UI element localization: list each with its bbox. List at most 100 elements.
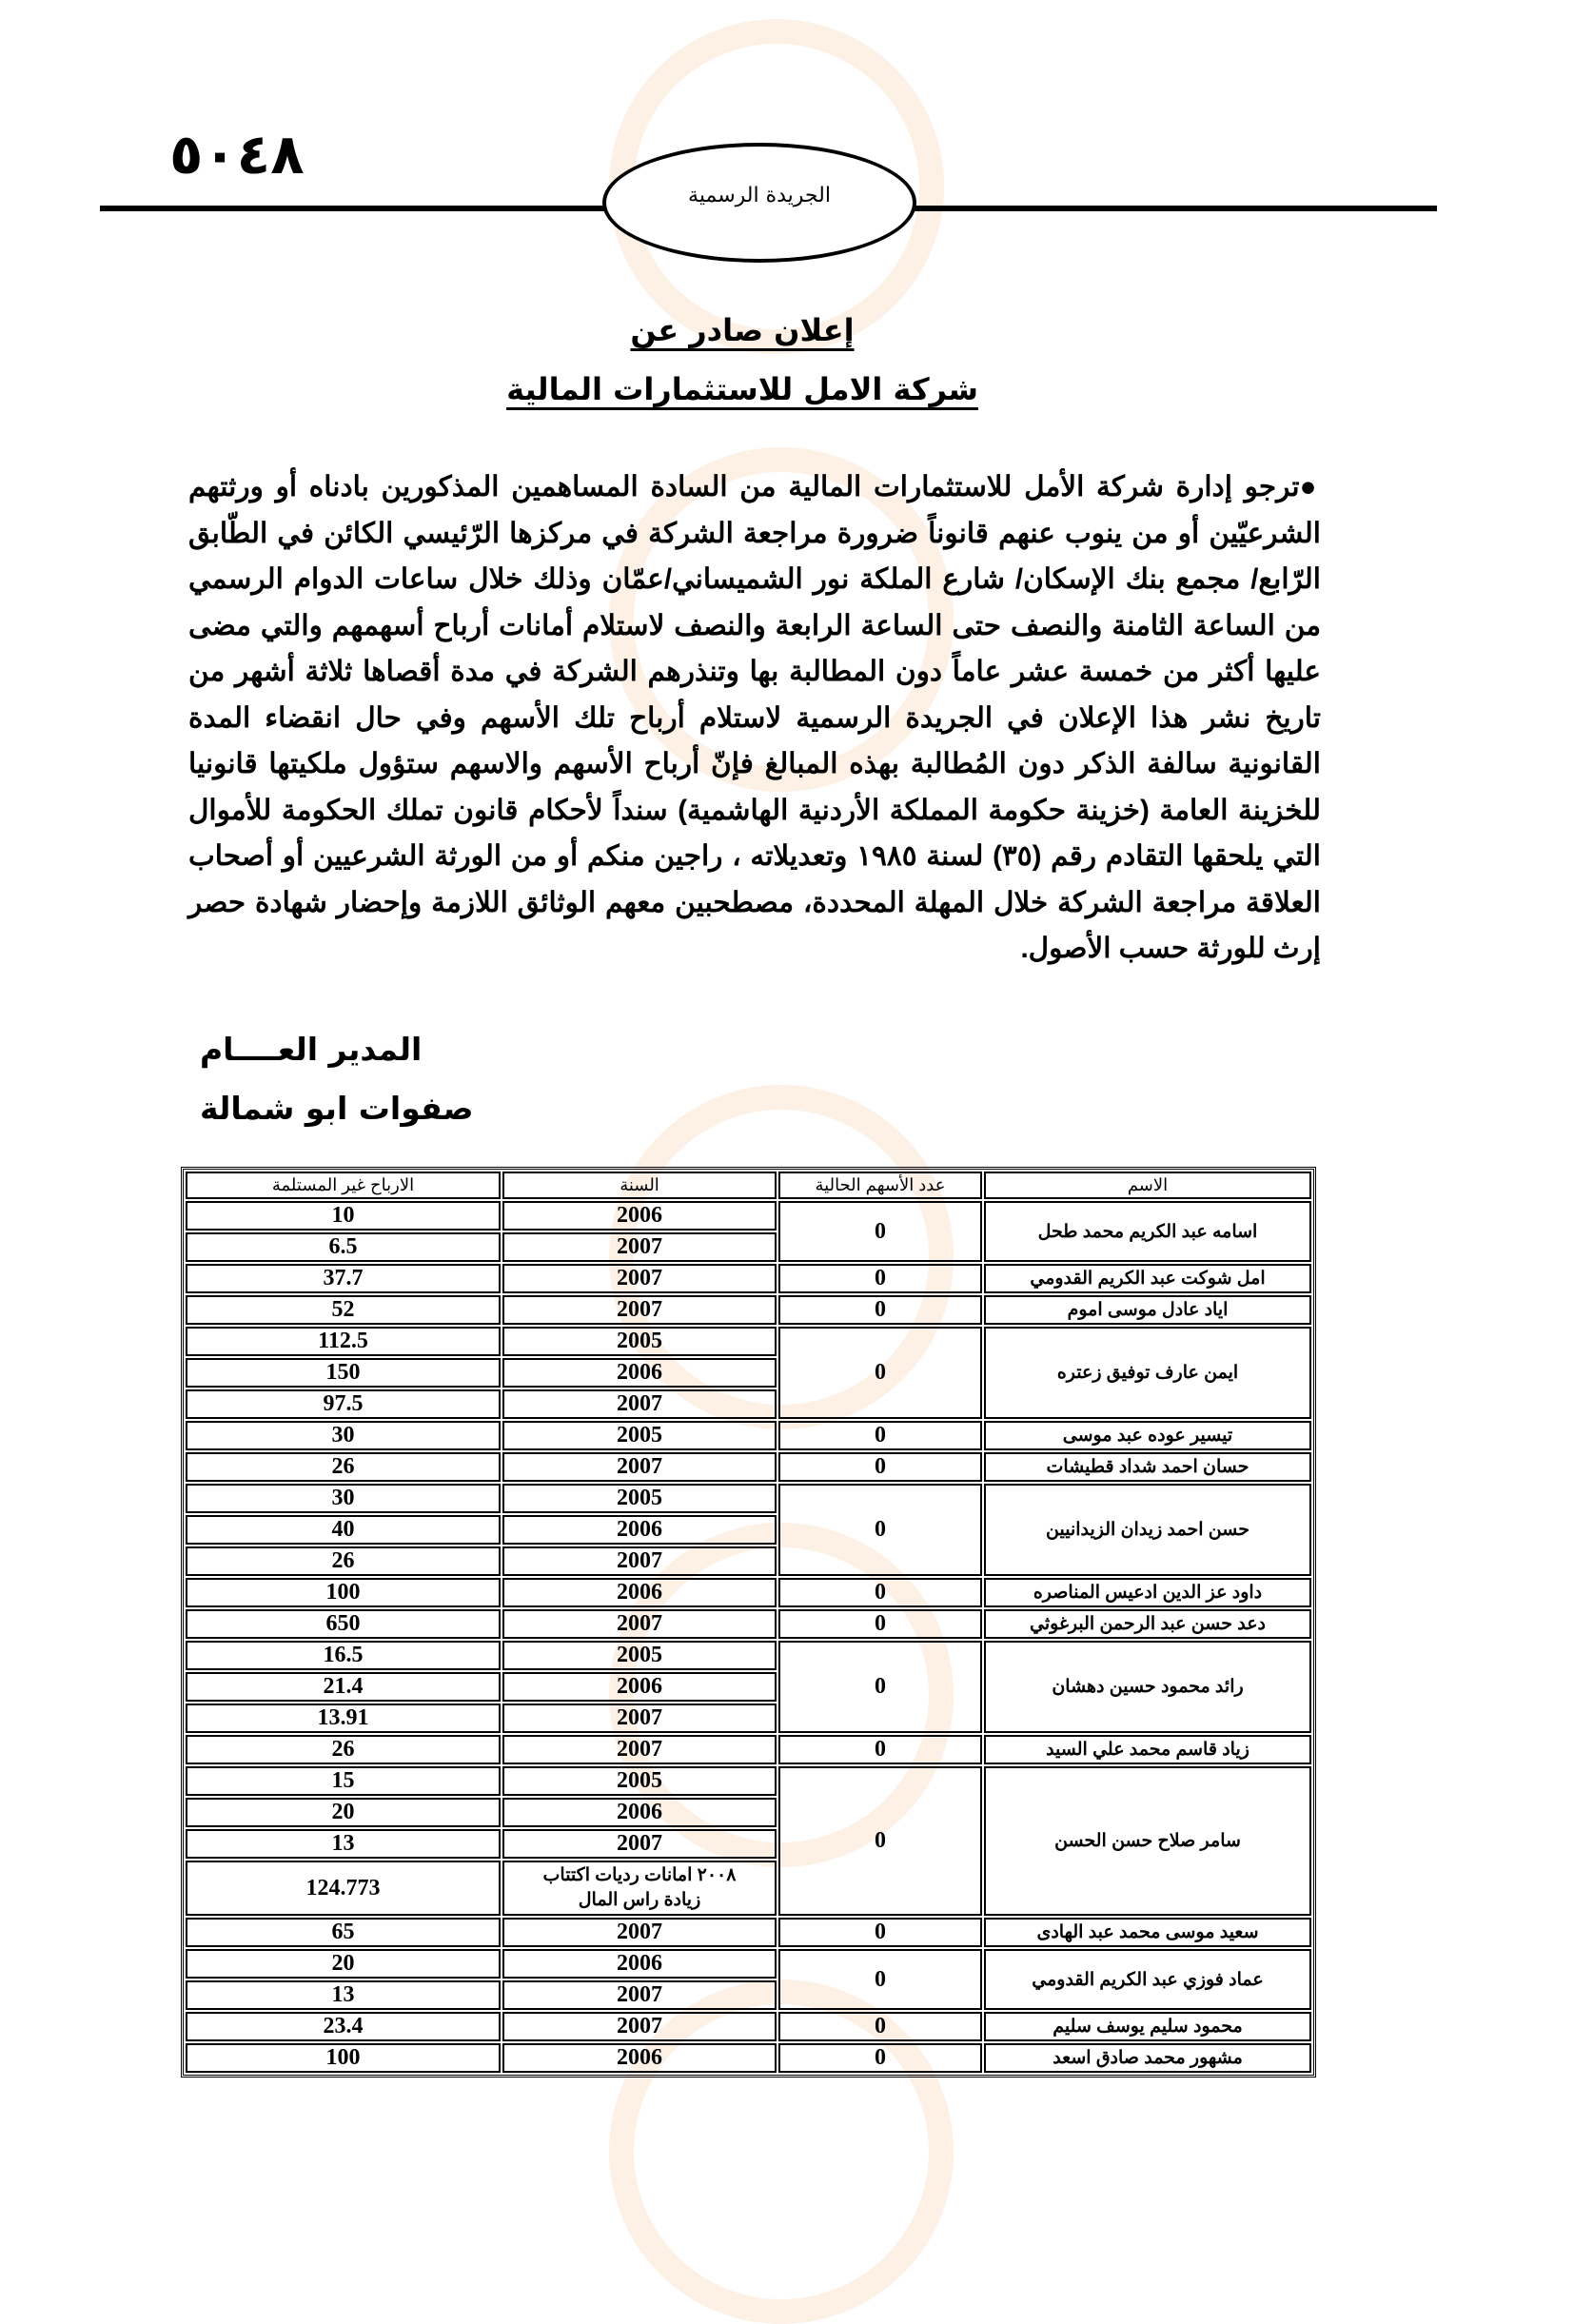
- unclaimed-dividends-cell: 26: [186, 1546, 501, 1576]
- gazette-oval: الجريدة الرسمية: [602, 143, 916, 263]
- unclaimed-dividends-cell: 124.773: [186, 1861, 501, 1916]
- unclaimed-dividends-cell: 20: [186, 1798, 501, 1827]
- shareholder-name: مشهور محمد صادق اسعد: [984, 2043, 1311, 2073]
- year-cell: 2007: [502, 1980, 777, 2010]
- table-row: زياد قاسم محمد علي السيد 0 2007 26: [186, 1735, 1311, 1764]
- year-cell: 2007: [502, 1829, 777, 1859]
- year-cell: 2006: [502, 1798, 777, 1827]
- title-line-2: شركة الامل للاستثمارات المالية: [506, 371, 978, 407]
- shareholder-name: حسان احمد شداد قطيشات: [984, 1452, 1311, 1482]
- unclaimed-dividends-cell: 26: [186, 1735, 501, 1764]
- unclaimed-dividends-cell: 6.5: [186, 1232, 501, 1262]
- table-row: ايمن عارف توفيق زعتره 0 2005 112.5: [186, 1327, 1311, 1419]
- table-row: 2007 13: [186, 1980, 1311, 2010]
- current-shares: 0: [778, 1918, 982, 1947]
- announcement-subtitle: شركة الامل للاستثمارات المالية: [0, 371, 1485, 407]
- year-cell: 2006: [502, 1578, 777, 1607]
- unclaimed-dividends-cell: 20: [186, 1949, 501, 1979]
- year-cell: 2007: [502, 1918, 777, 1947]
- table-row: حسان احمد شداد قطيشات 0 2007 26: [186, 1452, 1311, 1482]
- unclaimed-dividends-cell: 13.91: [186, 1704, 501, 1733]
- table-row: 2007 13.91: [186, 1704, 1311, 1733]
- unclaimed-dividends-cell: 650: [186, 1609, 501, 1639]
- year-cell: 2007: [502, 2012, 777, 2041]
- current-shares: 0: [778, 1327, 982, 1419]
- year-cell: 2005: [502, 1421, 777, 1450]
- shareholders-table: الاسم عدد الأسهم الحالية السنة الارباح غ…: [181, 1167, 1316, 2078]
- table-row: اسامه عبد الكريم محمد طحل 0 2006 10: [186, 1201, 1311, 1262]
- table-row: 2006 40: [186, 1515, 1311, 1545]
- unclaimed-dividends-cell: 30: [186, 1484, 501, 1513]
- table-row: مشهور محمد صادق اسعد 0 2006 100: [186, 2043, 1311, 2073]
- unclaimed-dividends-cell: 100: [186, 1578, 501, 1607]
- table-row: محمود سليم يوسف سليم 0 2007 23.4: [186, 2012, 1311, 2041]
- year-cell: 2007: [502, 1735, 777, 1764]
- body-text: ترجو إدارة شركة الأمل للاستثمارات المالي…: [188, 471, 1321, 964]
- year-cell: 2007: [502, 1389, 777, 1419]
- shareholder-name: عماد فوزي عبد الكريم القدومي: [984, 1949, 1311, 2010]
- shareholder-name: زياد قاسم محمد علي السيد: [984, 1735, 1311, 1764]
- signature-position: المدير العــــام: [200, 1031, 423, 1068]
- unclaimed-dividends-cell: 23.4: [186, 2012, 501, 2041]
- unclaimed-dividends-cell: 37.7: [186, 1264, 501, 1293]
- shareholder-name: رائد محمود حسين دهشان: [984, 1641, 1311, 1733]
- current-shares: 0: [778, 1484, 982, 1576]
- table-row: تيسير عوده عبد موسى 0 2005 30: [186, 1421, 1311, 1450]
- shareholder-name: اياد عادل موسى اموم: [984, 1295, 1311, 1325]
- current-shares: 0: [778, 1264, 982, 1293]
- col-name: الاسم: [984, 1172, 1311, 1199]
- page-number: ٥٠٤٨: [169, 122, 305, 187]
- unclaimed-dividends-cell: 10: [186, 1201, 501, 1231]
- current-shares: 0: [778, 1295, 982, 1325]
- year-cell: 2007: [502, 1295, 777, 1325]
- col-amount: الارباح غير المستلمة: [186, 1172, 501, 1199]
- current-shares: 0: [778, 1641, 982, 1733]
- table-row: 2007 6.5: [186, 1232, 1311, 1262]
- year-cell: 2006: [502, 1358, 777, 1388]
- unclaimed-dividends-cell: 13: [186, 1829, 501, 1859]
- year-cell: 2007: [502, 1452, 777, 1482]
- signature-name: صفوات ابو شمالة: [200, 1090, 474, 1127]
- unclaimed-dividends-cell: 26: [186, 1452, 501, 1482]
- year-cell: 2005: [502, 1484, 777, 1513]
- table-row: 2007 26: [186, 1546, 1311, 1576]
- table-row: عماد فوزي عبد الكريم القدومي 0 2006 20: [186, 1949, 1311, 2010]
- table-row: امل شوكت عبد الكريم القدومي 0 2007 37.7: [186, 1264, 1311, 1293]
- unclaimed-dividends-cell: 65: [186, 1918, 501, 1947]
- current-shares: 0: [778, 1201, 982, 1262]
- shareholder-name: تيسير عوده عبد موسى: [984, 1421, 1311, 1450]
- table-row: سامر صلاح حسن الحسن 0 2005 15: [186, 1766, 1311, 1916]
- title-line-1: إعلان صادر عن: [630, 312, 855, 348]
- year-cell: 2007: [502, 1704, 777, 1733]
- unclaimed-dividends-cell: 112.5: [186, 1327, 501, 1356]
- year-cell: 2005: [502, 1641, 777, 1670]
- year-cell: 2005: [502, 1766, 777, 1796]
- shareholder-name: سعيد موسى محمد عبد الهادى: [984, 1918, 1311, 1947]
- table-row: رائد محمود حسين دهشان 0 2005 16.5: [186, 1641, 1311, 1733]
- announcement-title: إعلان صادر عن: [0, 312, 1485, 348]
- year-cell: 2006: [502, 1949, 777, 1979]
- table-row: 2007 97.5: [186, 1389, 1311, 1419]
- table-header-row: الاسم عدد الأسهم الحالية السنة الارباح غ…: [186, 1172, 1311, 1199]
- unclaimed-dividends-cell: 21.4: [186, 1672, 501, 1702]
- year-cell: 2005: [502, 1327, 777, 1356]
- table-row: داود عز الدين ادعيس المناصره 0 2006 100: [186, 1578, 1311, 1607]
- current-shares: 0: [778, 1421, 982, 1450]
- table-row: دعد حسن عبد الرحمن البرغوثي 0 2007 650: [186, 1609, 1311, 1639]
- unclaimed-dividends-cell: 100: [186, 2043, 501, 2073]
- shareholder-name: سامر صلاح حسن الحسن: [984, 1766, 1311, 1916]
- current-shares: 0: [778, 1578, 982, 1607]
- unclaimed-dividends-cell: 52: [186, 1295, 501, 1325]
- unclaimed-dividends-cell: 16.5: [186, 1641, 501, 1670]
- announcement-body: ●ترجو إدارة شركة الأمل للاستثمارات المال…: [188, 464, 1321, 973]
- unclaimed-dividends-cell: 30: [186, 1421, 501, 1450]
- current-shares: 0: [778, 2043, 982, 2073]
- year-cell: 2006: [502, 1515, 777, 1545]
- current-shares: 0: [778, 1452, 982, 1482]
- col-shares: عدد الأسهم الحالية: [778, 1172, 982, 1199]
- shareholder-name: اسامه عبد الكريم محمد طحل: [984, 1201, 1311, 1262]
- year-cell: 2007: [502, 1264, 777, 1293]
- year-cell: 2006: [502, 1672, 777, 1702]
- col-year: السنة: [502, 1172, 777, 1199]
- gazette-name: الجريدة الرسمية: [688, 183, 831, 207]
